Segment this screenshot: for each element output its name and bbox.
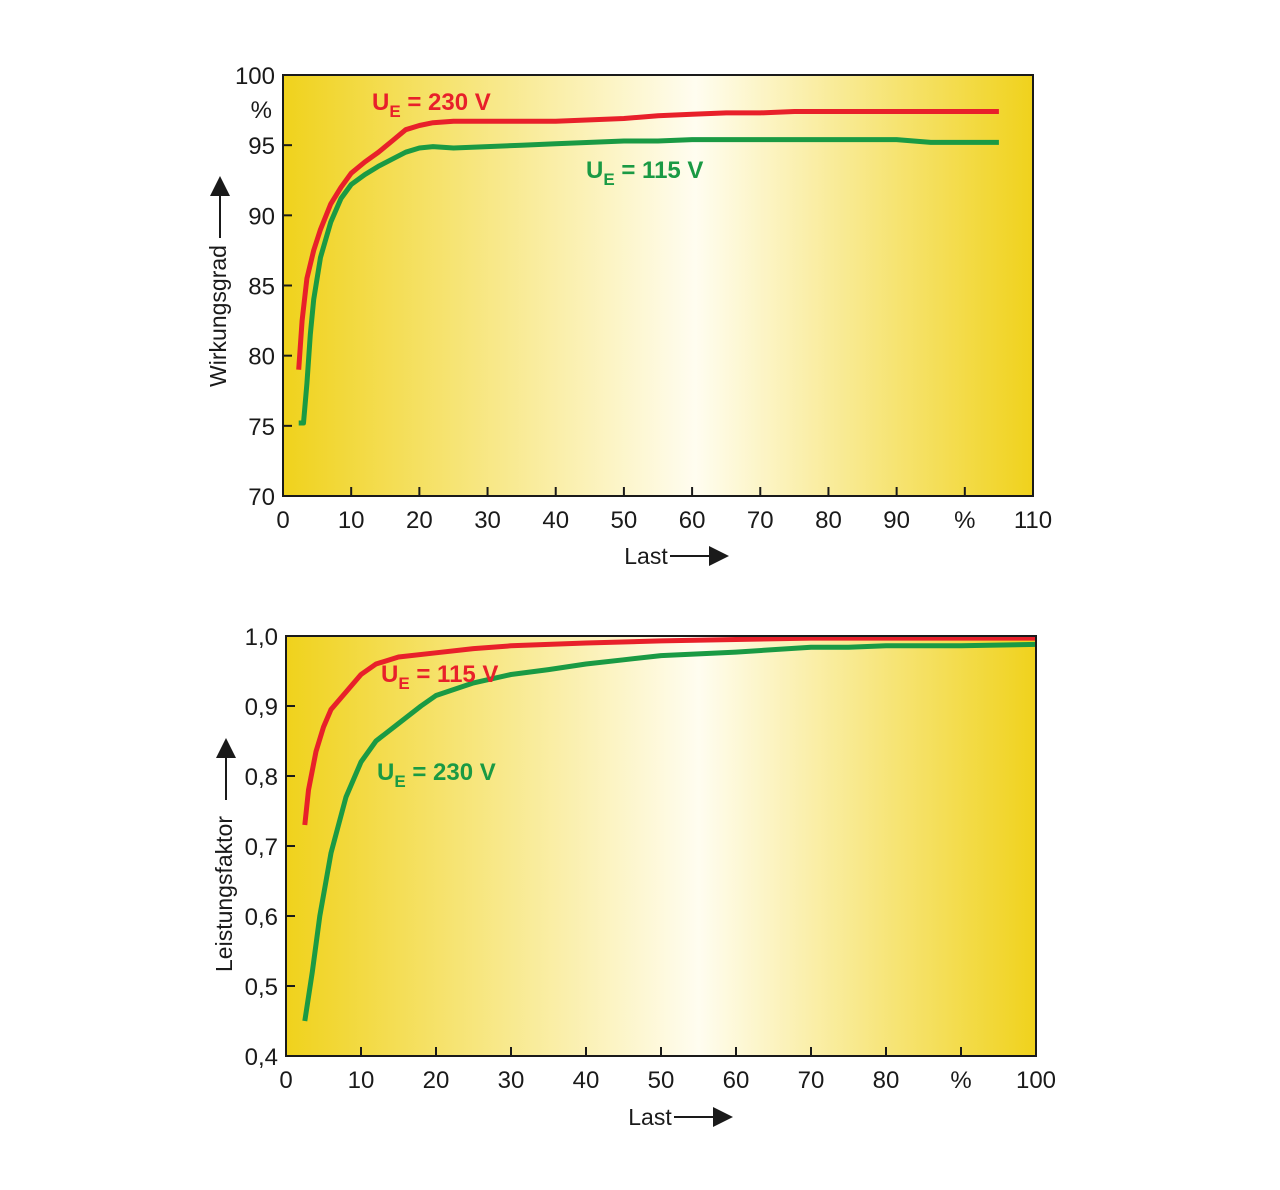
y-tick-label: 0,4 bbox=[245, 1044, 278, 1071]
x-tick-label: 50 bbox=[611, 507, 638, 534]
x-tick-label: 20 bbox=[423, 1067, 450, 1094]
plot-area-background bbox=[286, 636, 1036, 1056]
x-tick-label: % bbox=[950, 1067, 971, 1094]
y-tick-label: 75 bbox=[248, 414, 275, 441]
x-tick-label: 30 bbox=[474, 507, 501, 534]
x-axis-label: Last bbox=[628, 1104, 672, 1130]
y-axis-title: Leistungsfaktor bbox=[211, 738, 237, 972]
x-tick-label: 60 bbox=[679, 507, 706, 534]
y-tick-label: 0,8 bbox=[245, 764, 278, 791]
y-tick-label: 1,0 bbox=[245, 624, 278, 651]
efficiency-chart: 0 10 20 30 40 50 60 70 80 90% 110 707580859095100 … bbox=[205, 63, 1052, 569]
series-label: UE = 115 V bbox=[381, 661, 498, 693]
x-tick-label: 30 bbox=[498, 1067, 525, 1094]
x-tick-label: 90 bbox=[883, 507, 910, 534]
x-tick-label: 0 bbox=[279, 1067, 292, 1094]
y-tick-label: 0,7 bbox=[245, 834, 278, 861]
x-tick-label: 100 bbox=[1016, 1067, 1056, 1094]
x-tick-label: 70 bbox=[798, 1067, 825, 1094]
series-line-red bbox=[296, 109, 999, 370]
x-tick-label: 10 bbox=[348, 1067, 375, 1094]
x-tick-label: 70 bbox=[747, 507, 774, 534]
y-tick-label: 0,5 bbox=[245, 974, 278, 1001]
x-tick-label: 0 bbox=[276, 507, 289, 534]
series-label: UE = 230 V bbox=[377, 759, 496, 791]
x-tick-label: 50 bbox=[648, 1067, 675, 1094]
y-tick-label: 90 bbox=[248, 203, 275, 230]
x-tick-label: 80 bbox=[815, 507, 842, 534]
x-tick-label: 20 bbox=[406, 507, 433, 534]
x-tick-label: 60 bbox=[723, 1067, 750, 1094]
series-line-green bbox=[302, 641, 1037, 1022]
x-axis-title: Last bbox=[628, 1104, 733, 1130]
x-tick-label: 40 bbox=[542, 507, 569, 534]
plot-area-background bbox=[283, 75, 1033, 496]
y-tick-label: 0,9 bbox=[245, 694, 278, 721]
x-tick-label: 80 bbox=[873, 1067, 900, 1094]
x-tick-label: % bbox=[954, 507, 975, 534]
y-tick-label: 80 bbox=[248, 344, 275, 371]
x-tick-label: 110 bbox=[1014, 507, 1052, 534]
y-tick-label: 0,6 bbox=[245, 904, 278, 931]
series-line-red bbox=[302, 635, 1036, 826]
y-unit-label: % bbox=[251, 97, 272, 124]
y-tick-label: 95 bbox=[248, 133, 275, 160]
y-tick-label: 85 bbox=[248, 274, 275, 301]
y-tick-label: 100 bbox=[235, 63, 275, 90]
series-label: UE = 230 V bbox=[372, 89, 491, 121]
series-line-green bbox=[298, 137, 999, 426]
y-axis-label: Leistungsfaktor bbox=[211, 816, 237, 972]
x-axis-label: Last bbox=[624, 543, 668, 569]
x-tick-label: 40 bbox=[573, 1067, 600, 1094]
y-axis-title: Wirkungsgrad bbox=[205, 176, 231, 387]
x-axis-title: Last bbox=[624, 543, 729, 569]
power-factor-chart: 0 10 20 30 40 50 60 70 80% 100 0,4 0,5 0,6 0,7 0,8 0,9… bbox=[211, 624, 1056, 1130]
y-tick-label: 70 bbox=[248, 484, 275, 511]
y-axis-label: Wirkungsgrad bbox=[205, 245, 231, 387]
x-tick-label: 10 bbox=[338, 507, 365, 534]
series-label: UE = 115 V bbox=[586, 157, 703, 189]
